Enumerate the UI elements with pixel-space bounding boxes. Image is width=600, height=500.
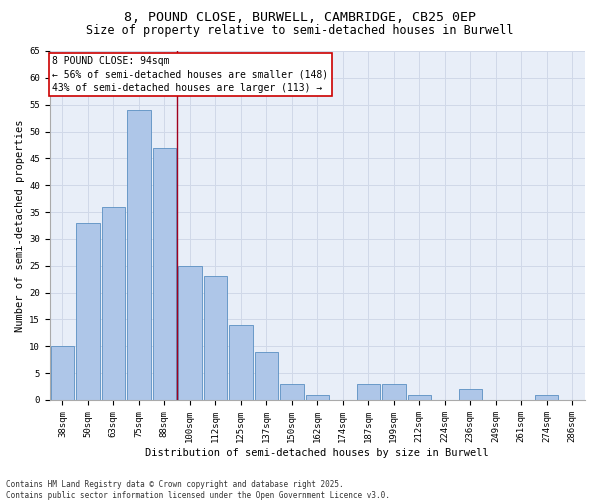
Bar bbox=[254, 352, 278, 400]
Bar bbox=[458, 389, 482, 400]
Text: Size of property relative to semi-detached houses in Burwell: Size of property relative to semi-detach… bbox=[86, 24, 514, 37]
Bar bbox=[178, 266, 202, 400]
Bar bbox=[356, 384, 380, 400]
Text: 8, POUND CLOSE, BURWELL, CAMBRIDGE, CB25 0EP: 8, POUND CLOSE, BURWELL, CAMBRIDGE, CB25… bbox=[124, 11, 476, 24]
Bar bbox=[50, 346, 74, 400]
Bar bbox=[203, 276, 227, 400]
Bar bbox=[152, 148, 176, 400]
Bar bbox=[127, 110, 151, 400]
Bar bbox=[280, 384, 304, 400]
Bar bbox=[305, 394, 329, 400]
Y-axis label: Number of semi-detached properties: Number of semi-detached properties bbox=[15, 119, 25, 332]
Bar bbox=[382, 384, 406, 400]
Bar bbox=[535, 394, 559, 400]
Bar bbox=[101, 206, 125, 400]
Bar bbox=[407, 394, 431, 400]
Bar bbox=[229, 325, 253, 400]
Text: 8 POUND CLOSE: 94sqm
← 56% of semi-detached houses are smaller (148)
43% of semi: 8 POUND CLOSE: 94sqm ← 56% of semi-detac… bbox=[52, 56, 328, 92]
Text: Contains HM Land Registry data © Crown copyright and database right 2025.
Contai: Contains HM Land Registry data © Crown c… bbox=[6, 480, 390, 500]
X-axis label: Distribution of semi-detached houses by size in Burwell: Distribution of semi-detached houses by … bbox=[145, 448, 489, 458]
Bar bbox=[76, 223, 100, 400]
